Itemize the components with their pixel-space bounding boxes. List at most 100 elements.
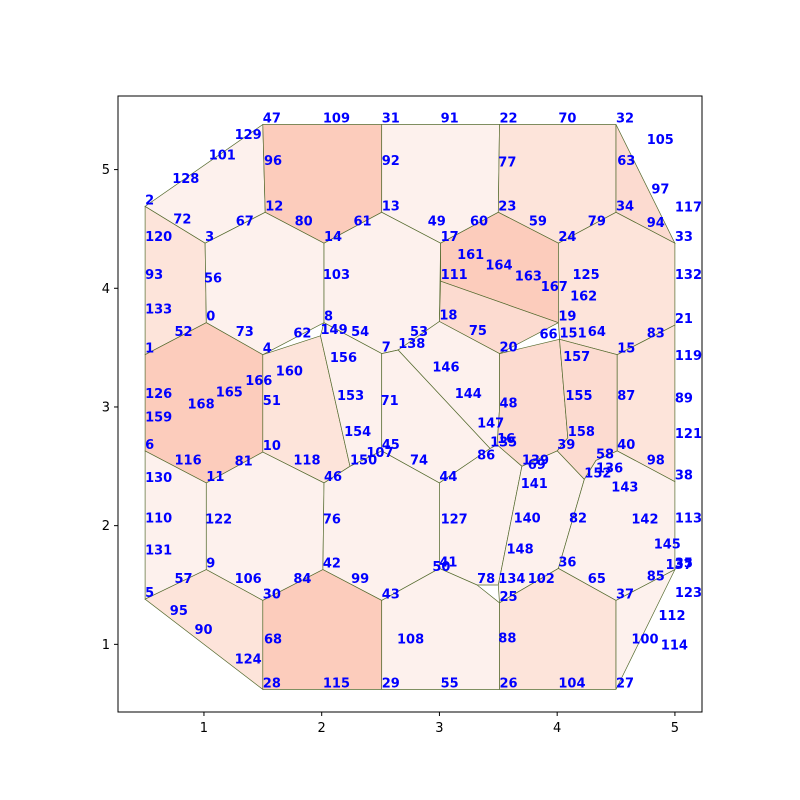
vertex-label: 30 — [263, 587, 281, 602]
vertex-label: 26 — [500, 676, 518, 691]
vertex-label: 49 — [428, 215, 446, 230]
vertex-label: 128 — [172, 172, 199, 187]
vertex-label: 64 — [588, 325, 606, 340]
vertex-label: 8 — [324, 310, 333, 325]
vertex-label: 138 — [398, 337, 425, 352]
vertex-label: 151 — [560, 326, 587, 341]
vertex-label: 96 — [264, 154, 282, 169]
vertex-label: 2 — [145, 193, 154, 208]
vertex-label: 165 — [216, 386, 243, 401]
vertex-label: 125 — [573, 268, 600, 283]
vertex-label: 160 — [276, 364, 303, 379]
x-tick-label: 2 — [318, 721, 326, 736]
vertex-label: 129 — [235, 128, 262, 143]
vertex-label: 69 — [528, 458, 546, 473]
vertex-label: 162 — [570, 290, 597, 305]
vertex-label: 0 — [206, 310, 215, 325]
vertex-label: 56 — [204, 272, 222, 287]
vertex-label: 108 — [397, 633, 424, 648]
vertex-label: 167 — [541, 280, 568, 295]
vertex-label: 74 — [410, 453, 428, 468]
y-tick-label: 2 — [102, 519, 110, 534]
vertex-label: 127 — [441, 513, 468, 528]
vertex-label: 9 — [206, 557, 215, 572]
vertex-label: 113 — [675, 512, 702, 527]
vertex-label: 21 — [675, 312, 693, 327]
vertex-label: 20 — [500, 341, 518, 356]
vertex-label: 83 — [647, 326, 665, 341]
vertex-label: 35 — [675, 557, 693, 572]
vertex-label: 155 — [565, 389, 592, 404]
vertex-label: 123 — [675, 586, 702, 601]
vertex-label: 71 — [381, 394, 399, 409]
vertex-label: 91 — [441, 112, 459, 127]
vertex-label: 130 — [145, 471, 172, 486]
vertex-label: 10 — [263, 439, 281, 454]
vertex-label: 111 — [441, 268, 468, 283]
vertex-label: 19 — [558, 310, 576, 325]
vertex-label: 28 — [263, 676, 281, 691]
vertex-label: 24 — [558, 230, 576, 245]
vertex-label: 99 — [351, 572, 369, 587]
vertex-label: 12 — [265, 199, 283, 214]
vertex-label: 142 — [631, 513, 658, 528]
vertex-label: 145 — [654, 538, 681, 553]
vertex-label: 84 — [293, 572, 311, 587]
vertex-label: 112 — [658, 609, 685, 624]
vertex-label: 78 — [477, 572, 495, 587]
vertex-label: 115 — [323, 676, 350, 691]
vertex-label: 154 — [344, 425, 371, 440]
vertex-label: 100 — [631, 633, 658, 648]
vertex-label: 93 — [145, 268, 163, 283]
vertex-label: 164 — [485, 259, 512, 274]
vertex-label: 135 — [490, 436, 517, 451]
vertex-label: 15 — [617, 342, 635, 357]
vertex-label: 149 — [321, 323, 348, 338]
vertex-label: 76 — [323, 513, 341, 528]
vertex-label: 62 — [293, 326, 311, 341]
vertex-label: 85 — [647, 570, 665, 585]
vertex-label: 105 — [647, 133, 674, 148]
vertex-label: 126 — [145, 387, 172, 402]
vertex-label: 116 — [175, 453, 202, 468]
vertex-label: 152 — [584, 466, 611, 481]
vertex-label: 117 — [675, 201, 702, 216]
vertex-label: 118 — [293, 453, 320, 468]
vertex-label: 11 — [206, 470, 224, 485]
vertex-label: 124 — [235, 653, 262, 668]
y-tick-label: 5 — [102, 163, 110, 178]
vertex-label: 119 — [675, 349, 702, 364]
vertex-label: 40 — [617, 438, 635, 453]
vertex-label: 41 — [439, 555, 457, 570]
y-tick-label: 3 — [102, 400, 110, 415]
vertex-label: 32 — [616, 112, 634, 127]
vertex-label: 7 — [382, 341, 391, 356]
vertex-label: 5 — [145, 586, 154, 601]
vertex-label: 101 — [209, 148, 236, 163]
vertex-label: 66 — [540, 328, 558, 343]
vertex-label: 161 — [457, 248, 484, 263]
vertex-label: 157 — [563, 350, 590, 365]
vertex-label: 168 — [188, 398, 215, 413]
vertex-label: 156 — [330, 351, 357, 366]
vertex-label: 31 — [382, 112, 400, 127]
vertex-label: 51 — [263, 394, 281, 409]
vertex-label: 133 — [145, 303, 172, 318]
vertex-label: 48 — [500, 396, 518, 411]
vertex-label: 47 — [263, 112, 281, 127]
vertex-label: 42 — [323, 557, 341, 572]
vertex-label: 38 — [675, 469, 693, 484]
vertex-label: 139 — [522, 453, 549, 468]
vertex-label: 72 — [173, 212, 191, 227]
vertex-label: 34 — [616, 199, 634, 214]
vertex-label: 18 — [439, 309, 457, 324]
y-tick-label: 4 — [102, 282, 110, 297]
vertex-label: 97 — [651, 183, 669, 198]
vertex-label: 106 — [235, 572, 262, 587]
vertex-label: 39 — [557, 438, 575, 453]
vertex-label: 61 — [354, 215, 372, 230]
vertex-label: 59 — [529, 215, 547, 230]
vertex-label: 82 — [569, 512, 587, 527]
vertex-label: 25 — [500, 590, 518, 605]
vertex-label: 137 — [666, 558, 693, 573]
